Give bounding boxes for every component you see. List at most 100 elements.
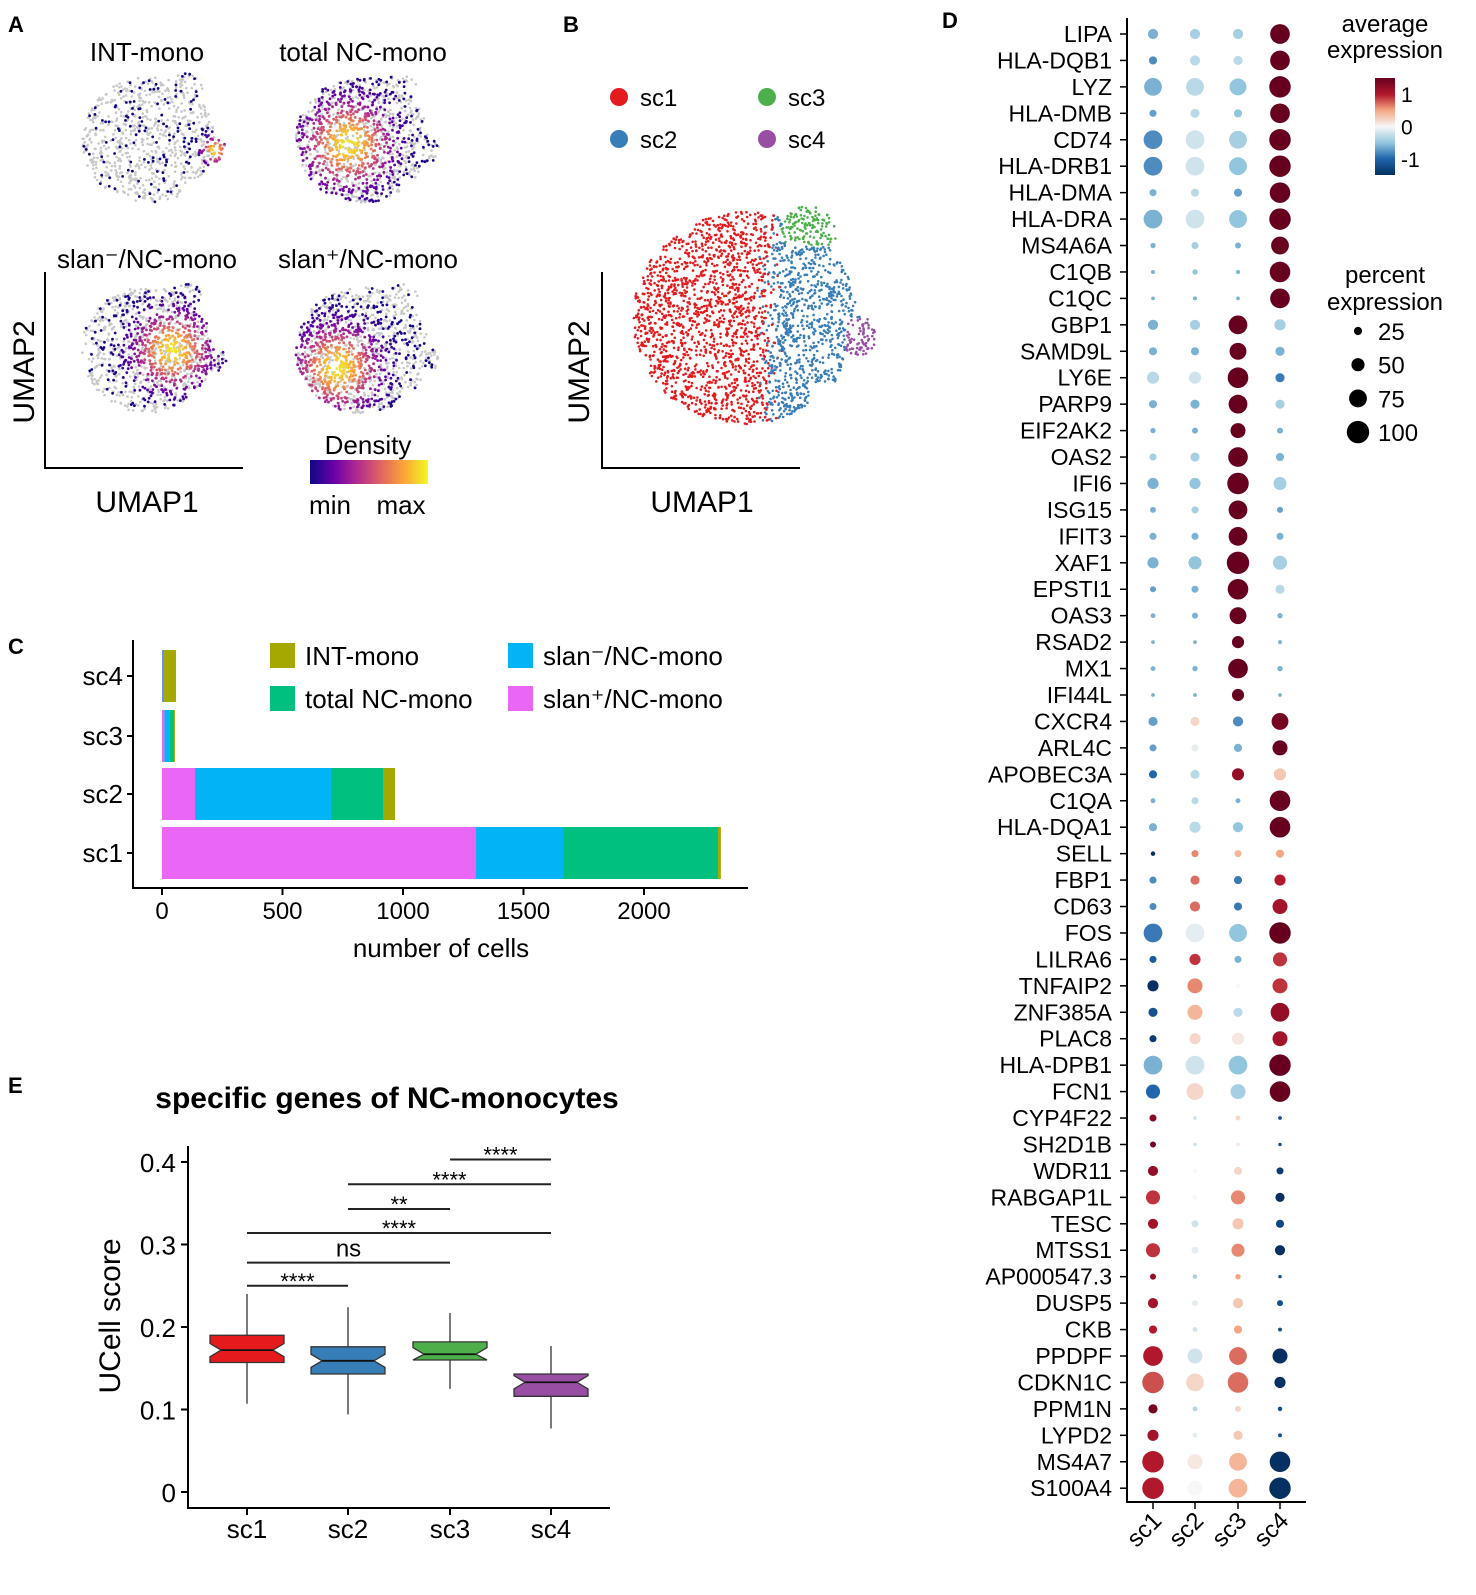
umap-point-density (394, 379, 398, 383)
umap-point-density (132, 379, 136, 383)
umap-point-background (99, 309, 103, 313)
umap-point-background (352, 395, 356, 398)
umap-point-density (223, 142, 226, 146)
umap-point-density (336, 401, 340, 405)
umap-point-density (323, 298, 326, 302)
umap-point-background (179, 85, 182, 89)
umap-point-density (141, 343, 145, 346)
umap-point-density (306, 337, 309, 341)
umap-point-density (220, 152, 224, 156)
umap-point-density (161, 296, 164, 299)
umap-point-density (351, 386, 354, 390)
umap-point-density (361, 386, 365, 390)
umap-point-density (364, 112, 367, 116)
umap-point-density (426, 139, 430, 143)
umap-point-density (363, 322, 366, 325)
umap-point-background (369, 124, 373, 128)
umap-point-density (381, 290, 385, 293)
umap-point-density (188, 72, 192, 76)
umap-point-background (93, 316, 96, 319)
umap-point-density (144, 126, 148, 130)
umap-point-density (344, 328, 348, 332)
umap-point-background (91, 357, 95, 360)
umap-point-density (362, 125, 366, 129)
umap-point-density (150, 322, 154, 325)
umap-point-density (166, 343, 169, 347)
umap-point-background (308, 375, 312, 378)
umap-point-density (424, 359, 428, 362)
umap-point-density (385, 303, 389, 307)
umap-point-background (386, 300, 389, 304)
umap-point-background (421, 361, 425, 365)
umap-point-background (92, 120, 95, 124)
umap-point-density (418, 344, 422, 347)
umap-point-density (193, 342, 197, 345)
umap-point-background (202, 156, 205, 159)
umap-point-background (150, 171, 154, 175)
umap-point-background (107, 174, 110, 177)
umap-point-density (314, 113, 318, 116)
umap-point-density (398, 119, 402, 122)
umap-point-background (385, 312, 388, 316)
umap-point-density (212, 144, 216, 148)
umap-point-background (305, 164, 308, 167)
umap-point-density (376, 178, 379, 182)
umap-point-background (92, 108, 96, 111)
umap-point-density (363, 166, 367, 170)
umap-point-background (132, 385, 136, 389)
umap-point-density (344, 132, 348, 136)
umap-point-density (184, 326, 187, 330)
umap-point-density (88, 152, 91, 156)
umap-point-density (119, 89, 123, 93)
umap-point-density (330, 164, 334, 167)
umap-point-density (303, 355, 307, 359)
umap-point-background (158, 132, 162, 136)
umap-point-density (159, 348, 163, 352)
umap-point-background (142, 315, 145, 319)
umap-point-density (168, 398, 172, 402)
umap-point-density (386, 151, 390, 155)
umap-point-background (307, 346, 310, 350)
umap-point-density (380, 382, 383, 386)
umap-point-background (130, 396, 134, 399)
umap-point-density (370, 140, 374, 144)
umap-point-density (204, 369, 207, 373)
umap-point-density (348, 150, 351, 154)
umap-point-density (181, 293, 185, 297)
umap-point-density (392, 361, 395, 365)
umap-point-background (129, 129, 133, 133)
umap-point-density (221, 350, 225, 354)
umap-point-background (160, 82, 163, 86)
umap-point-background (413, 169, 417, 172)
umap-point-density (136, 320, 140, 324)
umap-point-density (379, 321, 383, 325)
umap-point-background (111, 305, 114, 309)
umap-point-density (370, 185, 374, 188)
umap-point-density (407, 293, 410, 297)
umap-point-density (394, 351, 398, 355)
umap-point-background (359, 411, 363, 414)
umap-point-density (125, 333, 128, 337)
umap-point-density (178, 399, 182, 402)
umap-point-density (324, 333, 327, 336)
umap-point-density (172, 304, 176, 308)
umap-point-background (93, 175, 97, 179)
umap-point-density (327, 339, 331, 343)
umap-point-background (377, 183, 381, 186)
umap-point-density (350, 191, 353, 195)
umap-point-density (185, 367, 189, 370)
umap-point-density (121, 355, 125, 359)
umap-point-background (189, 111, 193, 115)
umap-point-density (368, 345, 371, 349)
umap-point-background (180, 110, 183, 113)
umap-point-density (403, 140, 407, 144)
umap-point-background (92, 160, 95, 163)
umap-point-background (355, 294, 358, 297)
umap-point-density (185, 385, 188, 389)
umap-point-density (168, 328, 171, 332)
umap-point-density (324, 353, 328, 357)
umap-point-density (347, 350, 351, 353)
umap-point-background (357, 410, 360, 414)
umap-point-density (218, 366, 222, 369)
umap-point-density (318, 371, 321, 374)
